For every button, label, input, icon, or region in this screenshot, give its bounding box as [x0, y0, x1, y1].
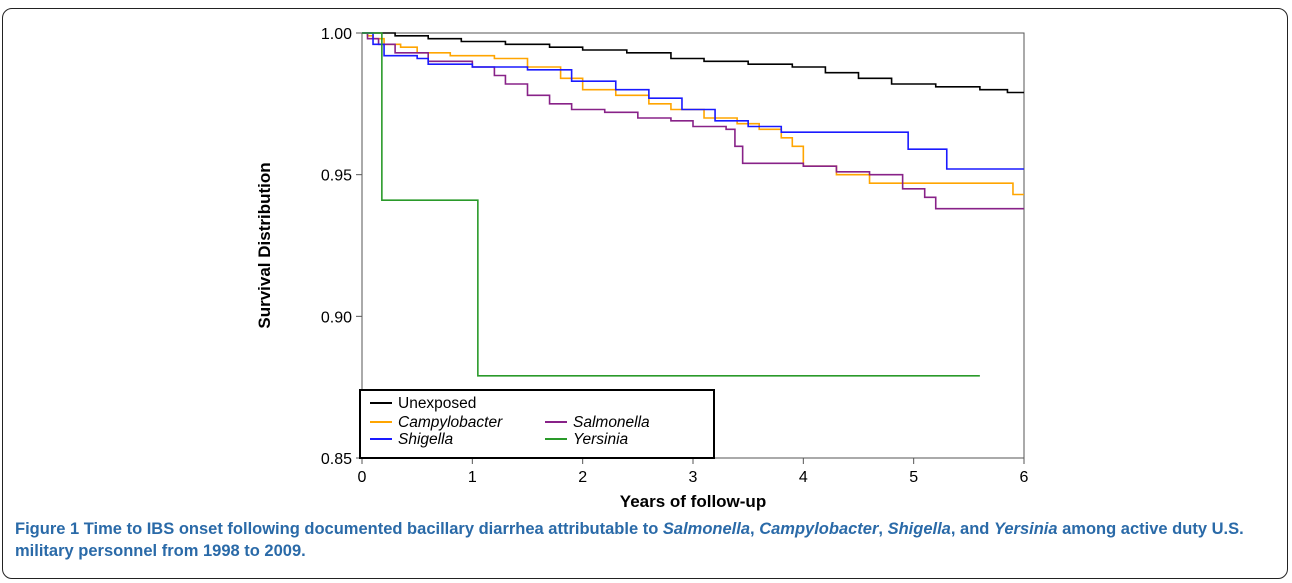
figure-caption: Figure 1 Time to IBS onset following doc…: [15, 518, 1275, 562]
x-tick-label: 4: [799, 469, 808, 486]
legend-label: Shigella: [398, 431, 454, 448]
legend-label: Salmonella: [573, 414, 650, 431]
series-line-shigella: [362, 32, 1024, 170]
series-line-yersinia: [362, 32, 980, 377]
caption-segment: ,: [750, 520, 760, 538]
y-axis-label: Survival Distribution: [255, 162, 274, 328]
legend-label: Campylobacter: [398, 414, 503, 431]
series-line-unexposed: [362, 32, 1024, 94]
caption-segment: , and: [950, 520, 994, 538]
caption-segment: Campylobacter: [759, 520, 879, 538]
figure-frame: [2, 8, 1288, 579]
y-tick-label: 0.85: [321, 451, 352, 468]
y-tick-label: 0.90: [321, 309, 352, 326]
x-tick-label: 1: [468, 469, 477, 486]
legend-label: Yersinia: [573, 431, 629, 448]
caption-text: Time to IBS onset following documented b…: [15, 520, 1244, 560]
legend-box: [359, 389, 715, 459]
legend-label: Unexposed: [398, 395, 476, 412]
caption-segment: among active duty U.S. military personne…: [15, 520, 1244, 560]
survival-chart: 0 1 2 3 4 5 6 0.85 0.90 0.95 1.00 Years of follow-u…: [255, 26, 1029, 511]
caption-segment: Shigella: [887, 520, 951, 538]
figure-label: Figure 1: [15, 520, 80, 538]
x-tick-label: 2: [578, 469, 587, 486]
caption-segment: Salmonella: [662, 520, 751, 538]
caption-segment: ,: [878, 520, 888, 538]
x-axis-label: Years of follow-up: [620, 492, 766, 511]
x-tick-label: 0: [358, 469, 367, 486]
y-tick-label: 1.00: [321, 26, 352, 43]
caption-segment: Time to IBS onset following documented b…: [79, 520, 663, 538]
series-line-salmonella: [362, 32, 1024, 210]
caption-segment: Yersinia: [993, 520, 1058, 538]
series-line-campylobacter: [362, 32, 1024, 196]
x-tick-label: 3: [689, 469, 698, 486]
x-tick-label: 6: [1020, 469, 1029, 486]
x-tick-label: 5: [909, 469, 918, 486]
y-tick-label: 0.95: [321, 168, 352, 185]
